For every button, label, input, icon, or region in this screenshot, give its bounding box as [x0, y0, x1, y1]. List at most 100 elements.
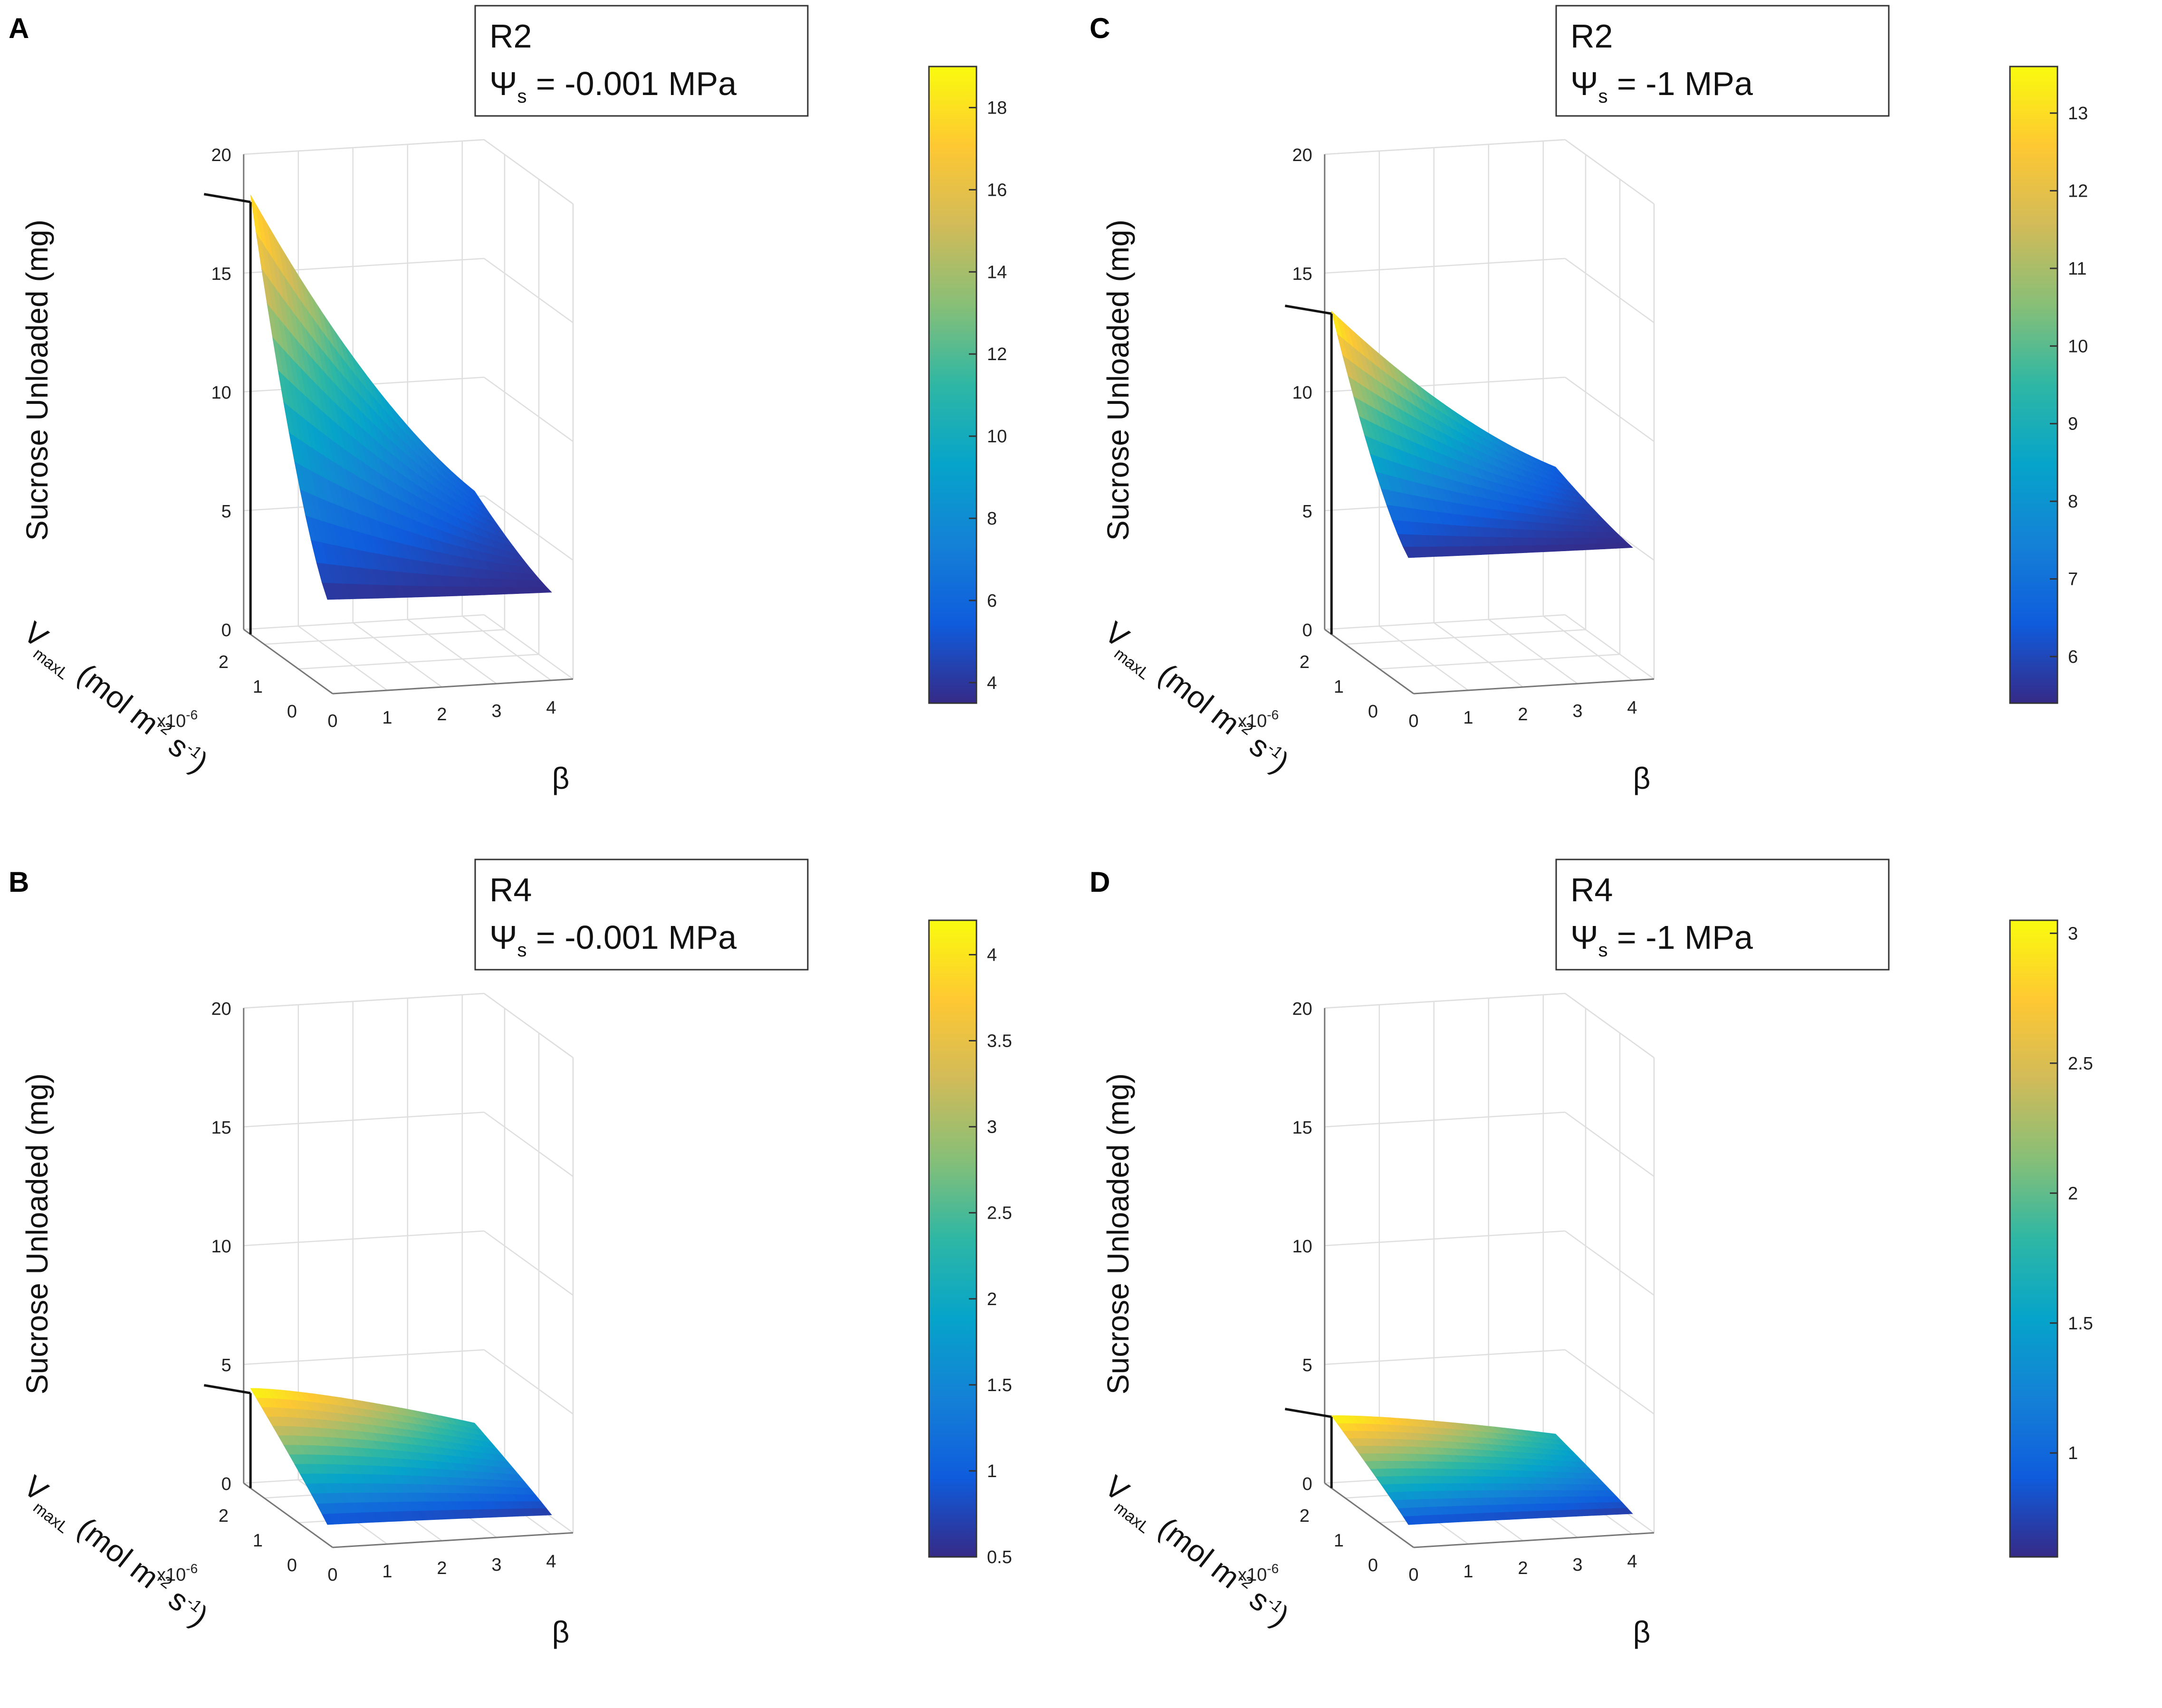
x-tick-label: 0: [327, 1565, 337, 1585]
x-tick-label: 1: [1463, 708, 1473, 728]
x-tick-label: 2: [437, 1558, 447, 1578]
colorbar-tick-label: 8: [2068, 492, 2078, 512]
colorbar-tick-label: 9: [2068, 414, 2078, 434]
colorbar: 0.5 1 1.5 2 2.5 3 3.5 4: [928, 919, 1012, 1567]
y-tick-label: 1: [1334, 677, 1344, 697]
z-tick-label: 0: [221, 620, 231, 640]
z-tick-label: 5: [221, 1355, 231, 1375]
colorbar-tick-label: 6: [2068, 647, 2078, 667]
colorbar-tick-label: 3.5: [987, 1031, 1012, 1051]
colorbar-tick-label: 1: [2068, 1443, 2078, 1463]
legend-box: R4 Ψs = -1 MPa: [1555, 859, 1890, 971]
colorbar-tick-label: 18: [987, 98, 1007, 118]
z-tick-label: 20: [211, 145, 231, 165]
surface: [1331, 310, 1633, 558]
colorbar: 4 6 8 10 12 14 16 18: [928, 66, 1007, 704]
z-tick-label: 5: [221, 502, 231, 522]
legend-line1: R2: [1570, 18, 1613, 55]
y-multiplier: x10-6: [1238, 707, 1279, 731]
z-axis-title: Sucrose Unloaded (mg): [20, 1073, 54, 1394]
axes: [1324, 1008, 1655, 1548]
max-marker: [1284, 1408, 1333, 1489]
colorbar-tick-label: 2.5: [987, 1203, 1012, 1223]
legend-box: R2 Ψs = -1 MPa: [1555, 5, 1890, 117]
x-tick-label: 3: [1572, 701, 1582, 721]
colorbar-tick-label: 1.5: [987, 1375, 1012, 1395]
x-axis-title: β: [1633, 761, 1651, 795]
panel-d: D 0 5 10 15 20 0 1 2 3 4 0 1 2 x10-6 β Sucrose Unloaded …: [1081, 854, 2162, 1708]
colorbar-tick-label: 7: [2068, 570, 2078, 590]
x-tick-label: 3: [491, 701, 501, 721]
legend-box: R4 Ψs = -0.001 MPa: [474, 859, 809, 971]
z-tick-label: 15: [1292, 1118, 1312, 1138]
colorbar-tick-label: 12: [2068, 181, 2088, 201]
z-tick-label: 10: [211, 383, 231, 403]
colorbar-tick-label: 8: [987, 509, 997, 529]
y-tick-label: 0: [287, 1555, 297, 1575]
x-tick-label: 4: [1627, 698, 1637, 718]
axes: [243, 154, 574, 695]
x-axis-title: β: [552, 1615, 570, 1649]
y-tick-label: 0: [1368, 1555, 1378, 1575]
x-tick-label: 0: [1408, 1565, 1418, 1585]
colorbar-tick-label: 11: [2068, 259, 2086, 279]
colorbar: 1 1.5 2 2.5 3: [2009, 919, 2093, 1558]
z-tick-label: 10: [1292, 1237, 1312, 1257]
panel-b: B 0 5 10 15 20 0 1 2 3 4 0 1 2 x10-6 β Sucrose Unloaded …: [0, 854, 1081, 1708]
x-tick-label: 4: [546, 698, 556, 718]
x-tick-label: 2: [1518, 705, 1528, 725]
colorbar-tick-label: 16: [987, 180, 1007, 200]
y-tick-label: 1: [1334, 1531, 1344, 1551]
surface-patch: [1549, 1433, 1562, 1440]
legend-line2: Ψs = -0.001 MPa: [489, 65, 737, 107]
colorbar-tick-label: 12: [987, 344, 1007, 364]
z-tick-label: 5: [1302, 502, 1312, 522]
colorbar-tick-label: 14: [987, 262, 1007, 282]
y-tick-label: 2: [219, 652, 229, 672]
panel-letter: C: [1090, 12, 1110, 44]
y-tick-label: 2: [1300, 652, 1310, 672]
colorbar-tick-label: 2: [2068, 1183, 2078, 1203]
z-tick-label: 0: [1302, 1474, 1312, 1494]
panel-b-svg: B 0 5 10 15 20 0 1 2 3 4 0 1 2 x10-6 β Sucrose Unloaded …: [9, 859, 1012, 1649]
colorbar-tick-label: 1: [987, 1461, 997, 1481]
z-tick-label: 15: [211, 1118, 231, 1138]
x-tick-label: 2: [437, 705, 447, 725]
colorbar: 6 7 8 9 10 11 12 13: [2009, 66, 2088, 704]
z-tick-label: 20: [211, 999, 231, 1019]
x-tick-label: 3: [1572, 1555, 1582, 1575]
y-multiplier: x10-6: [157, 707, 198, 731]
z-axis-title: Sucrose Unloaded (mg): [1101, 219, 1135, 541]
surface: [1331, 1415, 1633, 1525]
y-axis-title: VmaxL (mol m-2 s-1): [1095, 1469, 1296, 1638]
legend-box: R2 Ψs = -0.001 MPa: [474, 5, 809, 117]
legend-line2: Ψs = -1 MPa: [1570, 919, 1753, 961]
y-tick-label: 2: [1300, 1506, 1310, 1526]
legend-line1: R4: [489, 871, 532, 908]
legend-line2: Ψs = -1 MPa: [1570, 65, 1753, 107]
colorbar-tick-label: 4: [987, 945, 997, 965]
surface-patch: [468, 1421, 481, 1430]
surface: [250, 194, 552, 600]
x-tick-label: 0: [327, 711, 337, 731]
colorbar-tick-label: 4: [987, 673, 997, 693]
y-tick-label: 1: [253, 1531, 263, 1551]
colorbar-tick-label: 10: [987, 427, 1007, 447]
surface-patch: [1550, 464, 1561, 474]
z-tick-label: 0: [221, 1474, 231, 1494]
x-axis-title: β: [552, 761, 570, 795]
legend-line2: Ψs = -0.001 MPa: [489, 919, 737, 961]
x-tick-label: 1: [382, 1562, 392, 1582]
y-tick-label: 0: [287, 702, 297, 722]
panel-letter: A: [9, 12, 29, 44]
x-tick-label: 0: [1408, 711, 1418, 731]
z-tick-label: 15: [1292, 264, 1312, 284]
y-multiplier: x10-6: [1238, 1561, 1279, 1585]
max-marker: [203, 1384, 252, 1489]
z-tick-label: 10: [211, 1237, 231, 1257]
legend-line1: R4: [1570, 871, 1613, 908]
y-axis-title: VmaxL (mol m-2 s-1): [1095, 615, 1296, 784]
max-marker: [1284, 305, 1333, 635]
y-axis-title: VmaxL (mol m-2 s-1): [14, 1469, 215, 1638]
